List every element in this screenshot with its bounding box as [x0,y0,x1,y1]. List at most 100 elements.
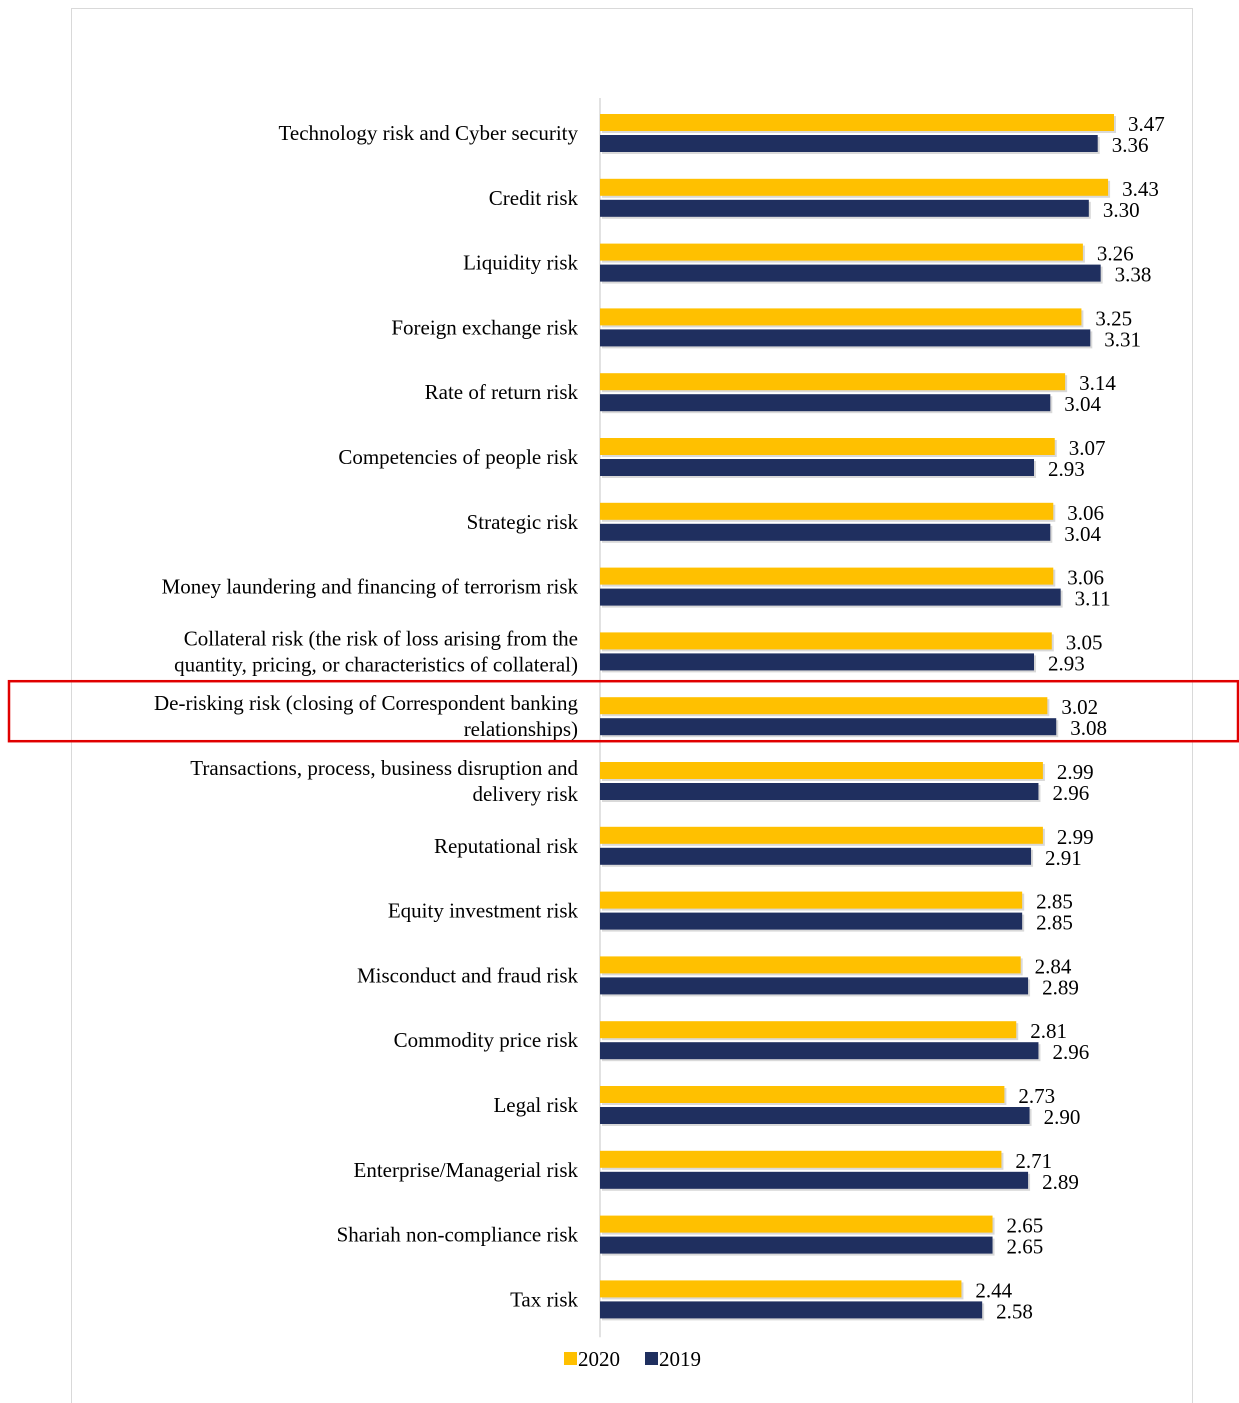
bar-2020-13 [600,956,1021,974]
data-label-2019-17: 2.65 [1007,1235,1044,1259]
data-label-2020-15: 2.73 [1018,1084,1055,1108]
bar-2019-10 [600,783,1039,800]
bar-2020-16 [600,1150,1002,1168]
bar-2019-15 [600,1107,1030,1124]
category-label-line: Collateral risk (the risk of loss arisin… [184,626,578,650]
data-label-2019-11: 2.91 [1045,846,1082,870]
data-label-2020-3: 3.25 [1095,306,1132,330]
legend-label-2019: 2019 [659,1347,701,1371]
bar-2019-7 [600,588,1061,606]
bar-2020-2 [600,243,1083,261]
category-label-line: Competencies of people risk [338,445,578,469]
bar-2020-14 [600,1021,1017,1039]
category-label-13: Misconduct and fraud risk [357,963,579,987]
category-label-line: Liquidity risk [463,251,578,275]
data-label-2020-11: 2.99 [1057,825,1094,849]
bar-2019-9 [600,718,1057,736]
category-label-3: Foreign exchange risk [391,315,578,339]
bar-2019-5 [600,459,1035,476]
category-label-9: De-risking risk (closing of Corresponden… [154,691,579,741]
category-label-0: Technology risk and Cyber security [279,121,579,145]
legend-swatch-2020 [564,1352,577,1365]
category-label-6: Strategic risk [467,510,579,534]
data-label-2020-8: 3.05 [1066,630,1103,654]
bar-2020-18 [600,1280,962,1298]
category-label-line: relationships) [464,717,578,741]
category-label-line: Commodity price risk [394,1028,579,1052]
bar-2019-12 [600,912,1023,930]
data-label-2020-2: 3.26 [1097,242,1134,266]
bar-2019-3 [600,329,1091,347]
category-label-8: Collateral risk (the risk of loss arisin… [174,626,578,676]
category-label-7: Money laundering and financing of terror… [162,575,579,599]
category-label-18: Tax risk [510,1287,578,1311]
data-label-2020-13: 2.84 [1035,954,1072,978]
data-label-2019-0: 3.36 [1112,133,1149,157]
bar-2020-4 [600,373,1066,391]
bar-2019-18 [600,1301,983,1319]
category-label-10: Transactions, process, business disrupti… [190,756,578,806]
data-label-2019-7: 3.11 [1075,587,1111,611]
category-label-line: Shariah non-compliance risk [337,1223,579,1247]
data-label-2019-6: 3.04 [1064,522,1101,546]
bar-2019-2 [600,264,1101,282]
bar-2020-1 [600,178,1109,196]
data-label-2020-4: 3.14 [1079,371,1116,395]
bar-2020-5 [600,438,1055,455]
bar-2019-11 [600,847,1032,865]
data-label-2020-14: 2.81 [1030,1019,1067,1043]
category-label-15: Legal risk [493,1093,578,1117]
bar-2020-3 [600,308,1082,326]
data-label-2020-10: 2.99 [1057,760,1094,784]
bar-2020-0 [600,114,1114,131]
data-label-2019-1: 3.30 [1103,198,1140,222]
data-label-2019-14: 2.96 [1052,1040,1089,1064]
category-label-line: Tax risk [510,1287,578,1311]
bar-2020-15 [600,1086,1005,1103]
data-label-2020-7: 3.06 [1067,566,1104,590]
category-label-line: Equity investment risk [388,899,579,923]
bar-2020-10 [600,762,1043,779]
data-label-2019-18: 2.58 [996,1299,1033,1323]
category-label-line: Rate of return risk [425,380,579,404]
bar-2020-8 [600,632,1052,650]
bar-2020-9 [600,697,1048,715]
data-label-2019-15: 2.90 [1044,1105,1081,1129]
category-label-line: Foreign exchange risk [391,315,578,339]
category-label-11: Reputational risk [434,834,579,858]
bar-2019-0 [600,135,1098,152]
category-label-5: Competencies of people risk [338,445,578,469]
bar-2019-1 [600,199,1089,217]
category-label-line: Transactions, process, business disrupti… [190,756,578,780]
category-label-line: Legal risk [493,1093,578,1117]
bar-2019-6 [600,523,1051,541]
category-label-12: Equity investment risk [388,899,579,923]
category-label-4: Rate of return risk [425,380,579,404]
bar-2020-11 [600,826,1043,844]
category-label-1: Credit risk [489,186,579,210]
bar-2020-7 [600,567,1054,585]
data-label-2020-5: 3.07 [1069,436,1106,460]
category-label-14: Commodity price risk [394,1028,579,1052]
category-label-line: Misconduct and fraud risk [357,963,579,987]
data-label-2019-13: 2.89 [1042,975,1079,999]
legend-swatch-2019 [645,1352,658,1365]
data-label-2020-16: 2.71 [1015,1149,1052,1173]
data-label-2019-5: 2.93 [1048,457,1085,481]
legend-label-2020: 2020 [578,1347,620,1371]
data-label-2019-16: 2.89 [1042,1170,1079,1194]
data-label-2020-1: 3.43 [1122,177,1159,201]
bar-2019-13 [600,977,1029,995]
category-label-line: Reputational risk [434,834,579,858]
category-label-17: Shariah non-compliance risk [337,1223,579,1247]
bar-2019-14 [600,1042,1039,1060]
category-label-line: Strategic risk [467,510,579,534]
bar-2019-4 [600,394,1051,412]
data-label-2019-4: 3.04 [1064,392,1101,416]
bar-2020-17 [600,1215,993,1233]
category-label-line: Money laundering and financing of terror… [162,575,579,599]
highlight-box [7,679,1239,743]
data-label-2019-10: 2.96 [1052,781,1089,805]
bar-2019-8 [600,653,1035,671]
